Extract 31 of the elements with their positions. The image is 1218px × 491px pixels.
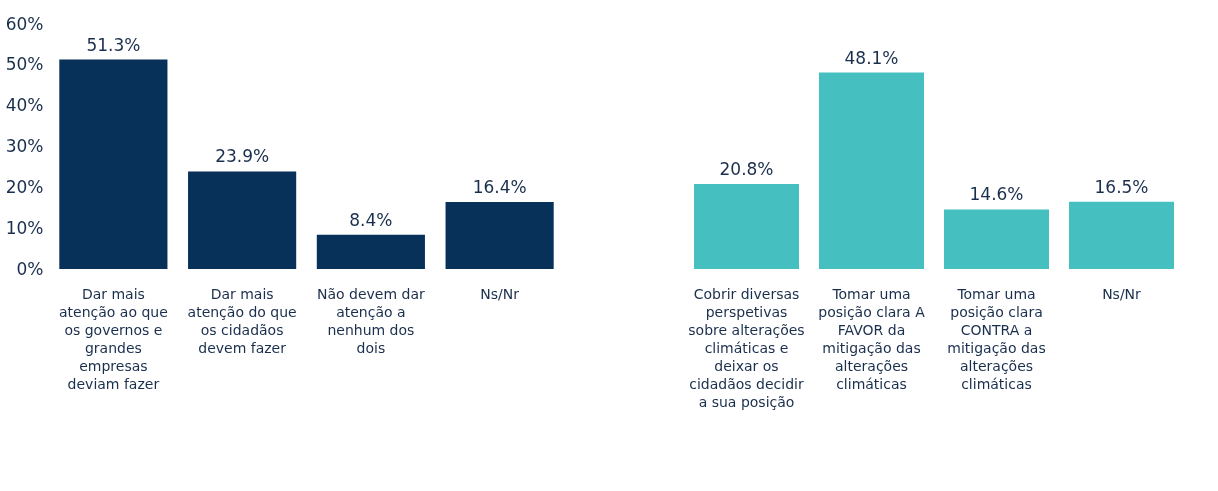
- bar: [316, 234, 425, 269]
- bar: [188, 171, 297, 269]
- data-label: 23.9%: [215, 146, 270, 167]
- x-tick-label: Tomar uma posição clara A FAVOR da mitigação das alterações climáticas: [818, 285, 926, 392]
- bar: [694, 184, 799, 269]
- x-tick-label: Dar mais atenção do que os cidadãos devem fazer: [187, 285, 297, 356]
- y-tick-label: 50%: [5, 54, 44, 75]
- y-tick-label: 40%: [5, 95, 44, 116]
- y-tick-label: 60%: [5, 13, 44, 34]
- bar: [944, 209, 1049, 269]
- data-label: 14.6%: [969, 184, 1024, 205]
- x-tick-label: Cobrir diversas perspetivas sobre alterações climáticas e deixar os cidadãos decidir a sua posição: [688, 285, 805, 410]
- data-label: 48.1%: [844, 47, 899, 68]
- x-tick-label: Dar mais atenção ao que os governos e grandes empresas deviam fazer: [58, 285, 168, 392]
- y-tick-label: 10%: [5, 217, 44, 238]
- y-tick-label: 30%: [5, 136, 44, 156]
- y-tick-label: 0%: [16, 258, 44, 279]
- bar: [1069, 201, 1174, 269]
- y-tick-label: 20%: [5, 176, 44, 197]
- x-tick-label: Ns/Nr: [1102, 285, 1142, 302]
- x-tick-label: Ns/Nr: [480, 285, 520, 302]
- bar: [59, 59, 168, 269]
- bar: [445, 202, 554, 269]
- bar: [819, 72, 924, 269]
- x-tick-label: Tomar uma posição clara CONTRA a mitigação das alterações climáticas: [947, 285, 1046, 392]
- x-tick-label: Não devem dar atenção a nenhum dos dois: [316, 285, 425, 356]
- data-label: 20.8%: [719, 159, 774, 180]
- data-label: 16.4%: [472, 177, 527, 198]
- data-label: 51.3%: [86, 34, 141, 55]
- data-label: 16.5%: [1094, 176, 1149, 197]
- data-label: 8.4%: [349, 209, 393, 230]
